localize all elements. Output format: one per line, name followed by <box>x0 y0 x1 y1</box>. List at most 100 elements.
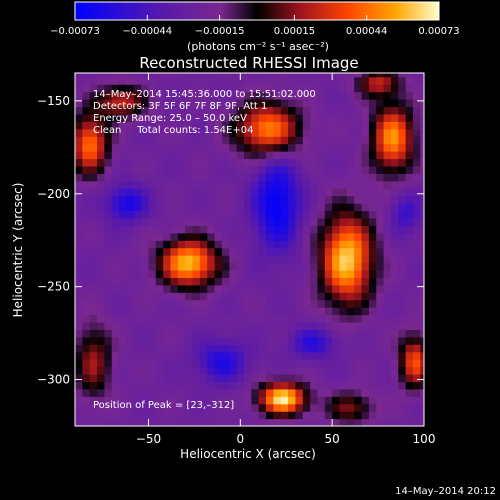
heatmap-cell <box>163 91 172 100</box>
heatmap-cell <box>155 136 164 145</box>
heatmap-cell <box>207 344 216 353</box>
heatmap-cell <box>199 396 208 405</box>
heatmap-cell <box>368 388 377 397</box>
heatmap-cell <box>295 262 304 271</box>
heatmap-cell <box>170 158 179 167</box>
heatmap-cell <box>280 381 289 390</box>
heatmap-cell <box>420 203 424 212</box>
heatmap-cell <box>361 128 370 137</box>
heatmap-cell <box>273 173 282 182</box>
heatmap-cell <box>412 121 421 130</box>
heatmap-cell <box>185 262 194 271</box>
heatmap-cell <box>295 418 304 426</box>
heatmap-cell <box>288 151 297 160</box>
heatmap-cell <box>390 277 399 286</box>
heatmap-cell <box>126 240 135 249</box>
heatmap-cell <box>258 128 267 137</box>
heatmap-cell <box>332 151 341 160</box>
heatmap-cell <box>126 73 135 78</box>
heatmap-cell <box>126 321 135 330</box>
heatmap-cell <box>75 314 83 323</box>
heatmap-cell <box>97 396 105 405</box>
heatmap-cell <box>383 143 392 152</box>
heatmap-cell <box>310 336 319 345</box>
heatmap-cell <box>170 314 179 323</box>
heatmap-cell <box>405 255 414 264</box>
heatmap-cell <box>383 255 392 264</box>
heatmap-cell <box>133 99 142 108</box>
heatmap-cell <box>405 158 414 167</box>
heatmap-cell <box>170 307 179 316</box>
heatmap-cell <box>229 329 238 338</box>
colorbar <box>74 1 440 21</box>
heatmap-cell <box>104 121 113 130</box>
heatmap-cell <box>89 381 98 390</box>
heatmap-cell <box>199 344 208 353</box>
heatmap-cell <box>310 151 319 160</box>
heatmap-cell <box>148 240 157 249</box>
heatmap-cell <box>339 396 348 405</box>
heatmap-cell <box>214 232 223 241</box>
heatmap-cell <box>368 321 377 330</box>
heatmap-cell <box>405 84 414 93</box>
heatmap-cell <box>82 344 91 353</box>
heatmap-cell <box>163 247 172 256</box>
heatmap-cell <box>236 99 245 108</box>
heatmap-cell <box>163 158 172 167</box>
heatmap-cell <box>251 128 260 137</box>
heatmap-cell <box>192 173 201 182</box>
heatmap-cell <box>155 113 164 122</box>
heatmap-cell <box>177 158 186 167</box>
heatmap-cell <box>104 106 113 115</box>
heatmap-cell <box>221 277 230 286</box>
heatmap-cell <box>258 284 267 293</box>
heatmap-cell <box>104 217 113 226</box>
heatmap-cell <box>368 188 377 197</box>
heatmap-cell <box>199 180 208 189</box>
heatmap-cell <box>214 210 223 219</box>
heatmap-cell <box>273 113 282 122</box>
heatmap-cell <box>133 411 142 420</box>
heatmap-cell <box>295 388 304 397</box>
heatmap-cell <box>376 76 385 85</box>
heatmap-cell <box>89 307 98 316</box>
heatmap-cell <box>376 217 385 226</box>
heatmap-cell <box>207 173 216 182</box>
heatmap-cell <box>376 388 385 397</box>
heatmap-cell <box>398 225 407 234</box>
heatmap-cell <box>111 225 120 234</box>
heatmap-cell <box>288 373 297 383</box>
heatmap-cell <box>390 418 399 426</box>
heatmap-cell <box>280 359 289 368</box>
heatmap-cell <box>266 106 274 115</box>
heatmap-cell <box>412 314 421 323</box>
heatmap-cell <box>221 344 230 353</box>
heatmap-cell <box>148 143 157 152</box>
heatmap-cell <box>133 180 142 189</box>
heatmap-cell <box>376 240 385 249</box>
heatmap-cell <box>266 91 274 100</box>
y-tick-label: −150 <box>37 94 70 108</box>
heatmap-cell <box>398 121 407 130</box>
heatmap-cell <box>111 121 120 130</box>
heatmap-cell <box>412 321 421 330</box>
heatmap-cell <box>258 113 267 122</box>
heatmap-cell <box>119 73 128 78</box>
heatmap-cell <box>170 321 179 330</box>
heatmap-cell <box>258 403 267 412</box>
heatmap-cell <box>346 344 355 353</box>
heatmap-cell <box>148 121 157 130</box>
heatmap-cell <box>185 351 194 360</box>
heatmap-cell <box>288 165 297 174</box>
heatmap-cell <box>251 269 260 278</box>
heatmap-cell <box>346 336 355 345</box>
heatmap-cell <box>258 158 267 167</box>
heatmap-cell <box>346 396 355 405</box>
heatmap-cell <box>155 411 164 420</box>
heatmap-cell <box>280 143 289 152</box>
heatmap-cell <box>141 121 150 130</box>
heatmap-cell <box>192 247 201 256</box>
heatmap-cell <box>383 113 392 122</box>
heatmap-cell <box>310 121 319 130</box>
heatmap-cell <box>104 247 113 256</box>
